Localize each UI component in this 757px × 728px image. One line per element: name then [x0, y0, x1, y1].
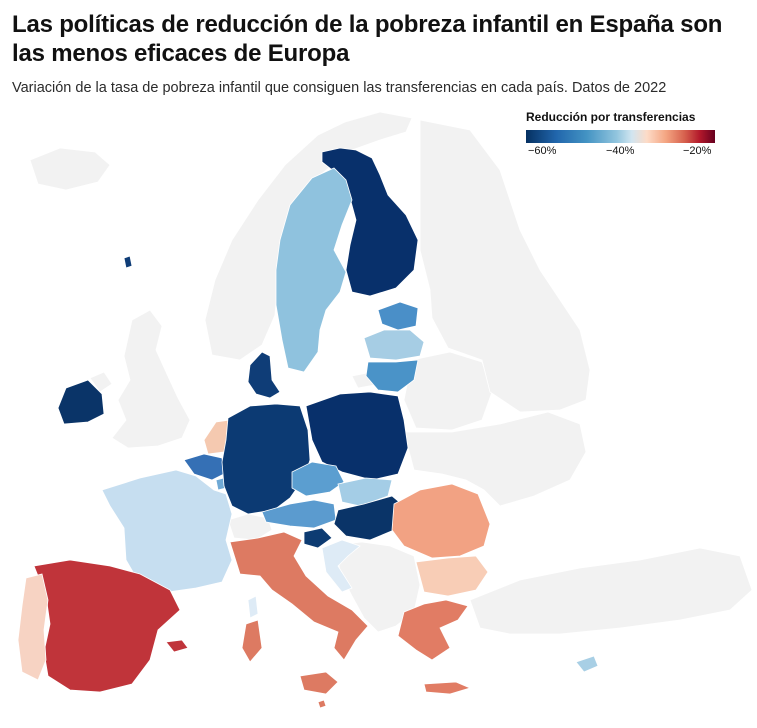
country-lithuania — [365, 359, 419, 393]
chart-subtitle: Variación de la tasa de pobreza infantil… — [12, 80, 667, 96]
country-iceland — [29, 147, 111, 191]
no-data-countries — [29, 111, 753, 635]
country-croatia — [321, 539, 361, 593]
chart-title: Las políticas de reducción de la pobreza… — [12, 11, 723, 67]
country-faroe — [123, 255, 133, 269]
country-germany — [221, 403, 311, 515]
country-sweden — [275, 167, 353, 373]
country-balearic — [165, 639, 189, 653]
country-czechia — [291, 461, 345, 497]
country-slovakia — [337, 477, 393, 507]
country-cyprus — [575, 655, 599, 673]
country-n-ireland — [89, 371, 113, 393]
country-turkey — [469, 547, 753, 635]
country-france — [101, 469, 233, 593]
country-latvia — [363, 329, 425, 361]
country-spain — [33, 559, 181, 693]
country-romania — [391, 483, 491, 559]
country-bulgaria — [415, 555, 489, 597]
country-crete — [423, 681, 472, 695]
country-corsica — [247, 595, 259, 619]
legend-title: Reducción por transferencias — [526, 110, 696, 124]
country-ukraine — [403, 411, 587, 507]
legend-tick-label: −40% — [606, 145, 635, 157]
country-greece — [397, 599, 469, 661]
color-legend: Reducción por transferencias −60% −40% −… — [526, 110, 726, 160]
country-slovenia — [303, 527, 333, 549]
legend-color-scale — [526, 130, 715, 143]
country-sardinia — [241, 619, 263, 663]
legend-ticks: −60% −40% −20% — [526, 145, 726, 160]
country-ireland — [57, 379, 105, 425]
legend-tick-label: −60% — [528, 145, 557, 157]
country-estonia — [377, 301, 419, 331]
country-uk — [111, 309, 191, 449]
eu-countries — [17, 147, 599, 709]
country-malta — [317, 699, 327, 709]
country-russia — [419, 119, 591, 413]
country-portugal — [17, 573, 49, 681]
country-sicily — [299, 671, 339, 695]
legend-tick-label: −20% — [683, 145, 712, 157]
country-denmark — [247, 351, 281, 399]
country-belarus — [403, 351, 493, 431]
country-italy — [229, 531, 369, 661]
country-poland — [305, 391, 409, 481]
